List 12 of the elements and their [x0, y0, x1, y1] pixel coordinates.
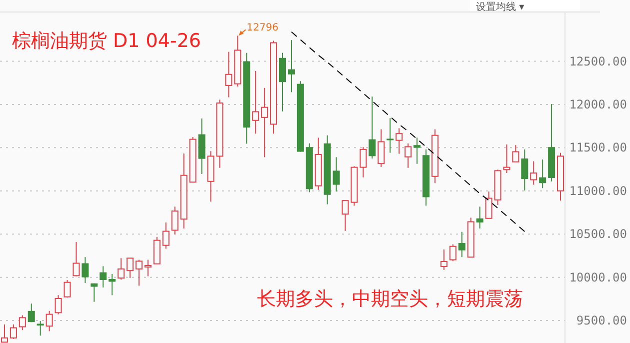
y-tick-label: 12500.00 — [569, 54, 627, 68]
y-tick-label: 11000.00 — [569, 184, 627, 198]
line-series — [290, 31, 526, 232]
y-tick-label: 9500.00 — [576, 314, 627, 328]
y-tick-label: 10000.00 — [569, 270, 627, 284]
annotation: 设置均线 ▾ — [476, 1, 524, 13]
text: 棕榈油期货 D1 04-26 — [12, 30, 202, 52]
y-tick-label: 10500.00 — [569, 227, 627, 242]
annotation: 长期多头，中期空头，短期震荡 — [257, 288, 523, 310]
annotation: 12796 — [246, 22, 278, 34]
y-tick-label: 12000.00 — [569, 97, 627, 112]
y-tick-label: 11500.00 — [569, 140, 627, 155]
